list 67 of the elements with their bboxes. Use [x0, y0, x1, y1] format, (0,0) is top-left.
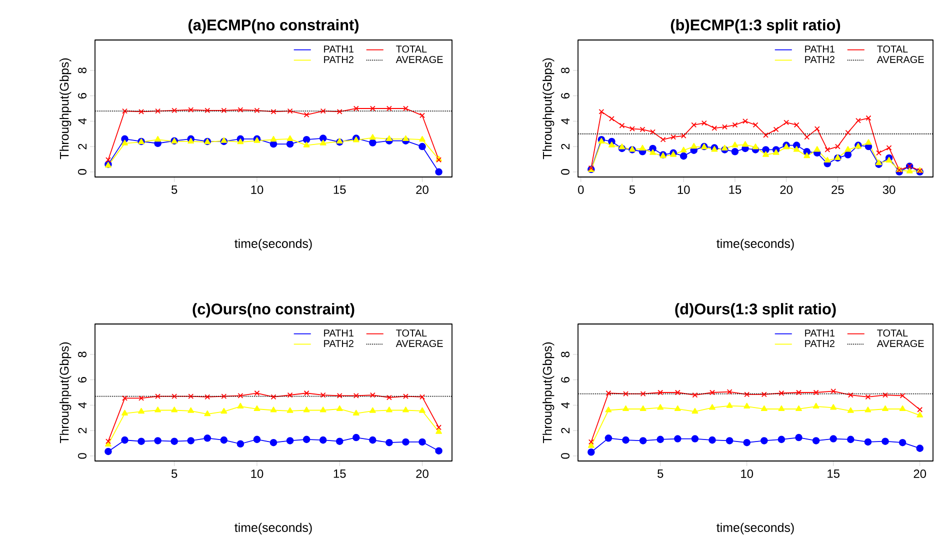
x-tick-label: 20: [780, 186, 793, 194]
x-tick-label: 10: [678, 186, 690, 194]
legend-label: TOTAL: [877, 330, 908, 337]
legend-label: TOTAL: [396, 330, 427, 337]
x-tick-label: 30: [882, 186, 896, 194]
legend-label: PATH2: [805, 56, 834, 63]
chart-title: (a)ECMP(no constraint): [188, 19, 359, 34]
legend-label: PATH1: [805, 46, 834, 52]
x-tick-label: 5: [658, 470, 664, 478]
y-tick-label: 2: [78, 428, 86, 434]
x-axis-title: time(seconds): [716, 522, 794, 534]
legend-label: PATH2: [324, 340, 354, 347]
x-tick-label: 20: [914, 470, 926, 478]
y-tick-label: 6: [78, 377, 86, 383]
y-tick-label: 4: [78, 118, 86, 124]
chart-title: (c)Ours(no constraint): [192, 303, 354, 318]
y-tick-label: 6: [561, 377, 570, 383]
y-tick-label: 8: [561, 352, 570, 358]
legend-label: TOTAL: [396, 46, 427, 53]
x-tick-label: 15: [334, 470, 346, 478]
y-tick-label: 8: [78, 68, 86, 74]
x-tick-label: 10: [741, 470, 754, 478]
y-tick-label: 6: [561, 93, 570, 99]
legend-label: AVERAGE: [876, 340, 924, 348]
y-tick-label: 8: [561, 68, 570, 74]
chart-title: (d)Ours(1:3 split ratio): [675, 303, 836, 318]
x-tick-label: 5: [171, 470, 178, 478]
y-tick-label: 4: [561, 118, 570, 124]
x-tick-label: 25: [832, 186, 844, 194]
y-tick-label: 2: [78, 144, 86, 150]
x-axis-title: time(seconds): [716, 238, 794, 250]
y-tick-label: 6: [78, 93, 86, 99]
y-tick-label: 0: [78, 169, 86, 175]
y-tick-label: 0: [561, 169, 570, 175]
legend-label: AVERAGE: [396, 56, 443, 64]
chart-title: (b)ECMP(1:3 split ratio): [670, 19, 840, 34]
x-tick-label: 5: [629, 186, 636, 194]
legend-label: PATH2: [805, 340, 834, 347]
x-tick-label: 0: [578, 186, 584, 194]
y-axis-title: Throughput(Gbps): [542, 58, 554, 160]
legend-label: TOTAL: [877, 46, 908, 53]
x-tick-label: 5: [171, 186, 178, 194]
legend-label: PATH2: [324, 56, 354, 63]
x-tick-label: 15: [334, 186, 346, 194]
y-axis-title: Throughput(Gbps): [60, 342, 72, 444]
y-axis-title: Throughput(Gbps): [60, 58, 72, 160]
legend-label: PATH1: [805, 330, 834, 336]
y-tick-label: 2: [561, 144, 570, 150]
legend-label: PATH1: [324, 330, 354, 336]
y-tick-label: 2: [561, 428, 570, 434]
y-tick-label: 0: [561, 453, 570, 459]
y-tick-label: 0: [78, 453, 86, 459]
legend-label: AVERAGE: [396, 340, 443, 348]
x-axis-title: time(seconds): [234, 238, 312, 250]
x-tick-label: 10: [251, 186, 264, 194]
x-tick-label: 20: [416, 186, 428, 194]
x-tick-label: 15: [828, 470, 840, 478]
legend-label: AVERAGE: [876, 56, 924, 64]
x-tick-label: 15: [729, 186, 742, 194]
y-tick-label: 4: [78, 402, 86, 408]
y-tick-label: 4: [561, 402, 570, 408]
x-axis-title: time(seconds): [234, 522, 312, 534]
y-tick-label: 8: [78, 352, 86, 358]
y-axis-title: Throughput(Gbps): [542, 342, 554, 444]
x-tick-label: 20: [416, 470, 428, 478]
legend-label: PATH1: [324, 46, 354, 52]
x-tick-label: 10: [251, 470, 264, 478]
